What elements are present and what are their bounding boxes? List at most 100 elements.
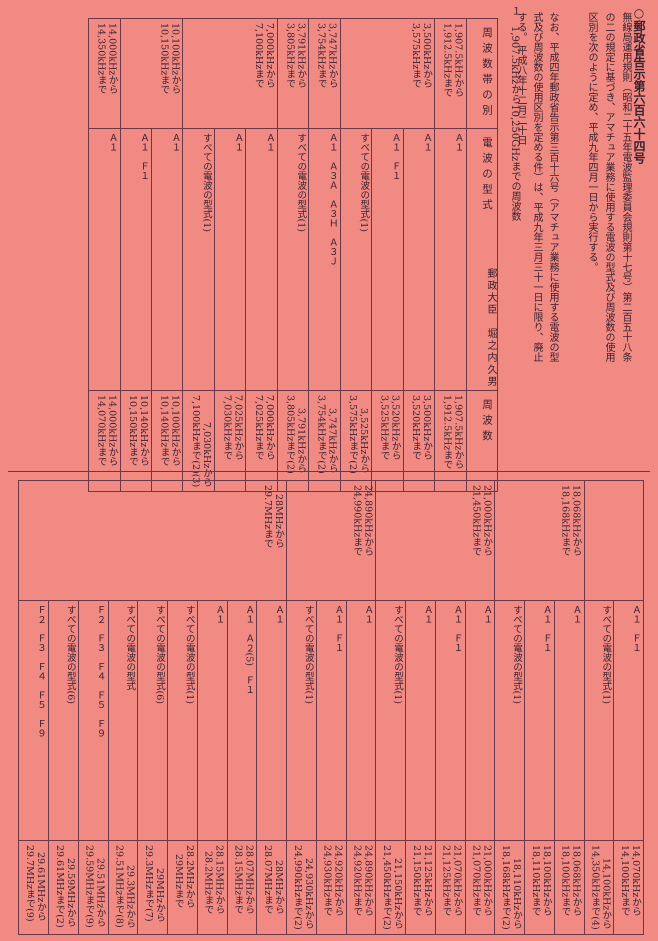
mode-value: Ａ１ Ｆ１ xyxy=(138,133,150,181)
mode-value-cell: Ａ１ xyxy=(256,600,287,841)
band-label: 24,890kHzから 24,990kHzまで xyxy=(351,485,374,557)
mode-value-cell: Ａ１ xyxy=(151,128,184,391)
repeal-text: なお、平成四年郵政省告示第三百十六号（アマチュア業務に使用する電波の型式及び周波… xyxy=(515,12,558,362)
mode-value: すべての電波の型式(6) xyxy=(64,605,76,704)
freq-row: 周波数 1,907.5kHzから 1,912.5kHzまで 3,500kHzから 3… xyxy=(88,389,499,493)
mode-value: Ａ１ xyxy=(570,605,582,624)
freq-value-cell: 3,500kHzから 3,520kHzまで xyxy=(402,389,436,493)
mode-value-cell: Ａ１ xyxy=(434,128,467,391)
freq-value: 29MHzから 29.3MHzまで(7) xyxy=(143,845,165,922)
freq-value: 21,070kHzから 21,125kHzまで xyxy=(440,845,463,917)
header-freq-cell: 周波数 xyxy=(465,389,499,493)
mode-value: Ａ１ xyxy=(481,605,493,624)
mode-value-cell: Ａ１ Ａ２(5) Ｆ１ xyxy=(226,600,258,841)
freq-value-cell: 3,525kHzから 3,575kHzまで(2) xyxy=(339,389,373,493)
band-label-cell: 24,890kHzから 24,990kHzまで xyxy=(285,480,377,601)
mode-value: Ａ１ Ａ２(5) Ｆ１ xyxy=(243,605,255,695)
freq-value: 29.59MHzから 29.61MHzまで(2) xyxy=(53,845,76,928)
band-label: 18,068kHzから 18,168kHzまで xyxy=(559,485,582,557)
band-label-cell: 28MHzから 29.7MHzまで xyxy=(18,480,287,601)
freq-value: 21,125kHzから 21,150kHzまで xyxy=(410,845,433,917)
band-label: 3,747kHzから 3,754kHzまで xyxy=(315,23,338,89)
freq-value-cell: 18,110kHzから 18,168kHzまで(2) xyxy=(494,840,525,935)
mode-value-cell: Ａ１ xyxy=(213,128,247,391)
mode-value-cell: Ｆ２ Ｆ３ Ｆ４ Ｆ５ Ｆ９ xyxy=(18,600,49,841)
freq-value-cell: 10,100kHzから 10,140kHzまで xyxy=(151,389,184,493)
header-band: 周波数帯の別 xyxy=(481,27,493,120)
freq-value: 28.15MHzから 28.2MHzまで xyxy=(202,845,225,915)
band-label: 21,000kHzから 21,450kHzまで xyxy=(470,485,493,557)
band-row: 周波数帯の別 1,907.5kHzから 1,912.5kHzまで 3,500kHzか… xyxy=(88,18,499,129)
mode-value-cell: Ａ１ Ｆ１ xyxy=(613,600,644,841)
band-label-cell: 3,500kHzから 3,575kHzまで xyxy=(339,18,436,129)
mode-value: すべての電波の型式(1) xyxy=(358,133,370,232)
freq-value-cell: 21,000kHzから 21,070kHzまで xyxy=(464,840,496,935)
band-row: 18,068kHzから 18,168kHzまで 21,000kHzから 21,45… xyxy=(18,480,644,601)
band-label-cell: 18,068kHzから 18,168kHzまで xyxy=(494,480,585,601)
freq-value: 24,890kHzから 24,920kHzまで xyxy=(351,845,374,917)
freq-value: 7,000kHzから 7,025kHzまで xyxy=(252,395,275,461)
mode-value-cell: すべての電波の型式(1) xyxy=(182,128,215,391)
band-label: 28MHzから 29.7MHzまで xyxy=(262,485,284,549)
freq-value-cell: 1,907.5kHzから 1,912.5kHzまで xyxy=(434,389,467,493)
band-label: 14,000kHzから 14,350kHzまで xyxy=(95,23,118,95)
freq-value-cell: 18,068kHzから 18,100kHzまで xyxy=(553,840,585,935)
band-label-cell: 1,907.5kHzから 1,912.5kHzまで xyxy=(434,18,467,129)
mode-value-cell: すべての電波の型式(6) xyxy=(48,600,79,841)
mode-value-cell: すべての電波の型式(1) xyxy=(276,128,310,391)
freq-value-cell: 21,070kHzから 21,125kHzまで xyxy=(434,840,466,935)
freq-value: 14,070kHzから 14,100kHzまで xyxy=(619,845,641,917)
section-heading: １ 1,907.5kHzから10,250GHzまでの周波数 xyxy=(509,6,520,222)
freq-value-cell: 28.07MHzから 28.15MHzまで xyxy=(226,840,258,935)
freq-value: 14,100kHzから 14,350kHzまで(4) xyxy=(589,845,612,930)
mode-value: すべての電波の型式(6) xyxy=(154,605,165,704)
mode-value-cell: Ａ１ xyxy=(245,128,278,391)
frequency-table-top: 周波数帯の別 1,907.5kHzから 1,912.5kHzまで 3,500kHzか… xyxy=(88,18,499,493)
mode-row: 電波の型式 Ａ１ Ａ１ Ａ１ Ｆ１ すべての電波の型式(1) Ａ１ Ａ３Ａ Ａ３Ｈ Ａ３Ｊ… xyxy=(88,128,499,391)
freq-value: 14,000kHzから 14,070kHzまで xyxy=(95,395,118,467)
freq-value: 28MHzから 28.07MHzまで xyxy=(262,845,284,915)
mode-value-cell: Ａ１ Ｆ１ xyxy=(119,128,153,391)
band-label-cell: 7,000kHzから 7,100kHzまで xyxy=(182,18,278,129)
freq-value-cell: 29.59MHzから 29.61MHzまで(2) xyxy=(48,840,79,935)
freq-value: 24,920kHzから 24,930kHzまで xyxy=(321,845,344,917)
freq-value-cell: 3,791kHzから 3,805kHzまで(2) xyxy=(276,389,310,493)
freq-value: 29.51MHzから 29.59MHzまで(9) xyxy=(83,845,106,928)
mode-value: すべての電波の型式(1) xyxy=(600,605,612,704)
mode-value-cell: Ａ１ Ａ３Ａ Ａ３Ｈ Ａ３Ｊ xyxy=(308,128,341,391)
freq-value: 3,791kHzから 3,805kHzまで(2) xyxy=(284,395,307,474)
freq-value-cell: 28.2MHzから 29MHzまで xyxy=(167,840,198,935)
mode-value: Ｆ２ Ｆ３ Ｆ４ Ｆ５ Ｆ９ xyxy=(35,605,46,738)
notice-intro: 無線局運用規則（昭和二十五年電波監理委員会規則第十七号）第二百五十八条の二の規定… xyxy=(586,12,631,362)
mode-value: Ａ１ xyxy=(213,605,225,624)
header-mode: 電波の型式 xyxy=(481,137,493,215)
band-label-cell: 10,100kHzから 10,150kHzまで xyxy=(119,18,184,129)
mode-value-cell: すべての電波の型式(1) xyxy=(339,128,373,391)
freq-value-cell: 24,930kHzから 24,990kHzまで(2) xyxy=(286,840,317,935)
freq-value: 24,930kHzから 24,990kHzまで(2) xyxy=(291,845,314,930)
page-divider xyxy=(8,471,650,472)
freq-value-cell: 14,070kHzから 14,100kHzまで xyxy=(613,840,644,935)
mode-value-cell: すべての電波の型式(1) xyxy=(494,600,525,841)
freq-value-cell: 7,000kHzから 7,025kHzまで xyxy=(245,389,278,493)
mode-value: すべての電波の型式(1) xyxy=(511,605,522,704)
mode-row: Ａ１ Ｆ１ すべての電波の型式(1) Ａ１ Ａ１ Ｆ１ すべての電波の型式(1) Ａ１ Ａ１… xyxy=(18,600,644,841)
freq-value: 3,525kHzから 3,575kHzまで(2) xyxy=(347,395,370,474)
mode-value: Ａ１ xyxy=(273,605,284,624)
freq-value: 18,110kHzから 18,168kHzまで(2) xyxy=(500,845,522,930)
mode-value: Ａ１ xyxy=(169,133,181,152)
freq-value-cell: 7,030kHzから 7,100kHzまで(2)(3) xyxy=(182,389,215,493)
mode-value-cell: Ａ１ xyxy=(402,128,436,391)
mode-value: すべての電波の型式(1) xyxy=(302,605,314,704)
band-label-cell: 3,791kHzから 3,805kHzまで xyxy=(276,18,310,129)
freq-value-cell: 18,100kHzから 18,110kHzまで xyxy=(524,840,555,935)
freq-value-cell: 21,125kHzから 21,150kHzまで xyxy=(405,840,436,935)
mode-value: Ａ１ xyxy=(452,133,464,152)
mode-value: Ｆ２ Ｆ３ Ｆ４ Ｆ５ Ｆ９ xyxy=(94,605,106,738)
freq-value-cell: 29.3MHzから 29.51MHzまで(8) xyxy=(107,840,139,935)
mode-value: すべての電波の型式(1) xyxy=(200,133,212,232)
band-label: 10,100kHzから 10,150kHzまで xyxy=(158,23,181,95)
band-label-cell: 3,747kHzから 3,754kHzまで xyxy=(308,18,341,129)
freq-value-cell: 14,000kHzから 14,070kHzまで xyxy=(88,389,121,493)
mode-value-cell: すべての電波の型式(1) xyxy=(167,600,198,841)
